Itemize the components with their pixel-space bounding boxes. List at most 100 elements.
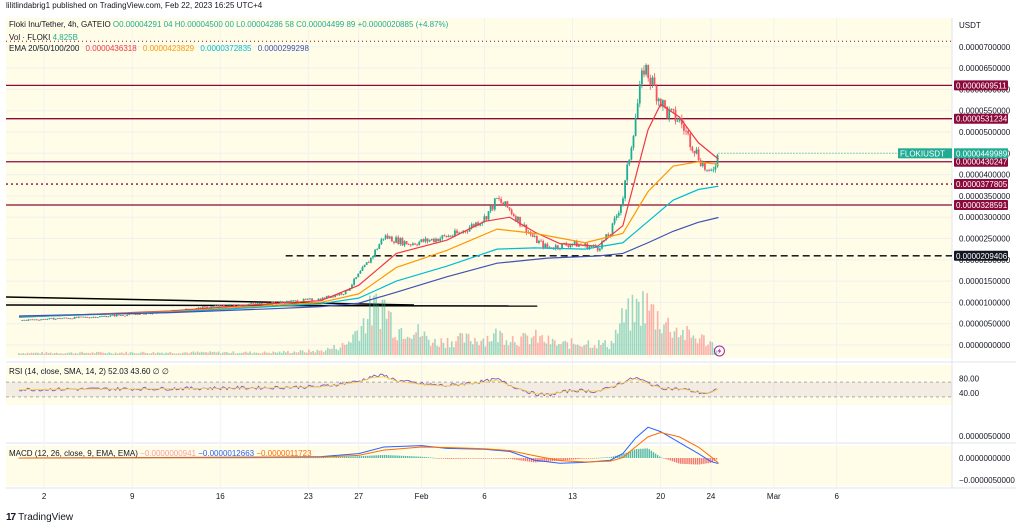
rsi-ma-line — [18, 376, 719, 395]
volume-bar — [137, 353, 140, 355]
volume-bar — [373, 295, 375, 355]
candle-body — [63, 317, 66, 319]
candle-body — [554, 245, 557, 250]
volume-bar — [335, 349, 338, 355]
candle-body — [704, 162, 706, 170]
macd-hist-bar — [671, 458, 674, 462]
price-tick-label: 0.0000550000 — [959, 107, 1011, 116]
candle-body — [357, 273, 360, 278]
candle-body — [397, 237, 400, 245]
volume-bar — [161, 352, 163, 355]
volume-bar — [329, 349, 331, 355]
volume-bar — [703, 335, 705, 355]
ema-header: EMA 20/50/100/200 0.0000436318 0.0000423… — [9, 44, 313, 54]
candle-body — [128, 313, 131, 315]
candle-body — [332, 296, 334, 298]
volume-bar — [610, 340, 613, 355]
candle-body — [380, 239, 383, 245]
candle-body — [420, 239, 423, 242]
candle-body — [29, 319, 32, 321]
candle-body — [685, 130, 687, 132]
candle-body — [561, 243, 563, 249]
candle-body — [613, 218, 616, 224]
vol-label[interactable]: Vol · FLOKI — [9, 33, 51, 42]
volume-bar — [32, 352, 35, 355]
macd-hist-bar — [709, 458, 711, 463]
volume-bar — [144, 352, 146, 355]
volume-bar — [108, 352, 111, 355]
volume-bar — [333, 345, 335, 355]
candle-body — [107, 316, 110, 318]
volume-bar — [268, 352, 270, 355]
volume-bar — [696, 343, 699, 355]
candle-body — [136, 314, 139, 315]
volume-bar — [257, 352, 260, 355]
macd-hist-bar — [381, 454, 384, 458]
volume-bar — [47, 353, 50, 355]
volume-bar — [381, 299, 384, 355]
macd-hist-bar — [530, 458, 533, 462]
candle-body — [210, 306, 213, 308]
volume-bar — [438, 346, 440, 355]
macd-tick-label: −0.0000050000 — [959, 476, 1015, 485]
candle-body — [451, 235, 454, 237]
candle-body — [59, 318, 61, 319]
macd-hist-bar — [621, 454, 623, 458]
volume-bar — [598, 340, 600, 355]
candle-body — [229, 304, 232, 306]
volume-bar — [234, 353, 237, 355]
macd-hist-bar — [677, 458, 680, 464]
macd-hist-bar — [684, 458, 686, 464]
candle-body — [628, 159, 631, 165]
candle-body — [506, 201, 509, 208]
macd-hist-bar — [442, 458, 445, 459]
macd-hist-bar — [669, 458, 671, 461]
macd-hist-bar — [572, 458, 575, 460]
candle-body — [598, 248, 601, 251]
macd-hist-bar — [509, 458, 512, 460]
macd-hist-bar — [547, 458, 550, 462]
volume-bar — [408, 337, 411, 355]
macd-hist-bar — [478, 458, 480, 459]
macd-hist-bar — [364, 455, 367, 458]
macd-hist-bar — [327, 457, 329, 458]
candle-body — [124, 315, 126, 317]
rsi-header[interactable]: RSI (14, close, SMA, 14, 2) 52.03 43.60 … — [9, 367, 169, 376]
time-tick-label: 13 — [568, 492, 577, 501]
tradingview-brand[interactable]: 17 TradingView — [6, 512, 73, 523]
currency-label: USDT — [959, 21, 981, 30]
candle-body — [485, 216, 488, 220]
candle-body — [416, 244, 419, 246]
candle-body — [590, 246, 593, 247]
volume-bar — [175, 353, 178, 355]
volume-bar — [192, 351, 195, 355]
candle-body — [510, 209, 513, 215]
macd-hist-bar — [564, 458, 566, 461]
last-price-label-bg — [954, 148, 1008, 159]
candle-body — [346, 290, 349, 291]
symbol-line[interactable]: Floki Inu/Tether, 4h, GATEIO — [9, 20, 111, 29]
macd-hist-bar — [406, 456, 409, 458]
volume-bar — [608, 349, 611, 355]
macd-header[interactable]: MACD (12, 26, close, 9, EMA, EMA) −0.000… — [9, 449, 312, 459]
macd-tick-label: 0.0000000000 — [959, 454, 1011, 463]
volume-bar — [112, 353, 115, 355]
macd-hist-bar — [392, 455, 394, 458]
macd-hist-bar — [390, 455, 392, 458]
volume-bar — [633, 322, 636, 355]
volume-bar — [406, 336, 409, 355]
candle-body — [103, 315, 105, 317]
candle-body — [504, 201, 507, 205]
ema-line-ema50 — [18, 161, 719, 318]
candle-body — [655, 85, 658, 102]
volume-bars — [18, 291, 718, 355]
macd-hist-bar — [325, 457, 327, 458]
ema-label[interactable]: EMA 20/50/100/200 — [9, 44, 80, 53]
volume-bar — [379, 328, 382, 355]
candle-body — [607, 234, 610, 237]
candle-body — [390, 236, 393, 242]
volume-bar — [606, 347, 609, 355]
volume-bar — [549, 344, 552, 355]
lightning-icon — [717, 348, 722, 354]
